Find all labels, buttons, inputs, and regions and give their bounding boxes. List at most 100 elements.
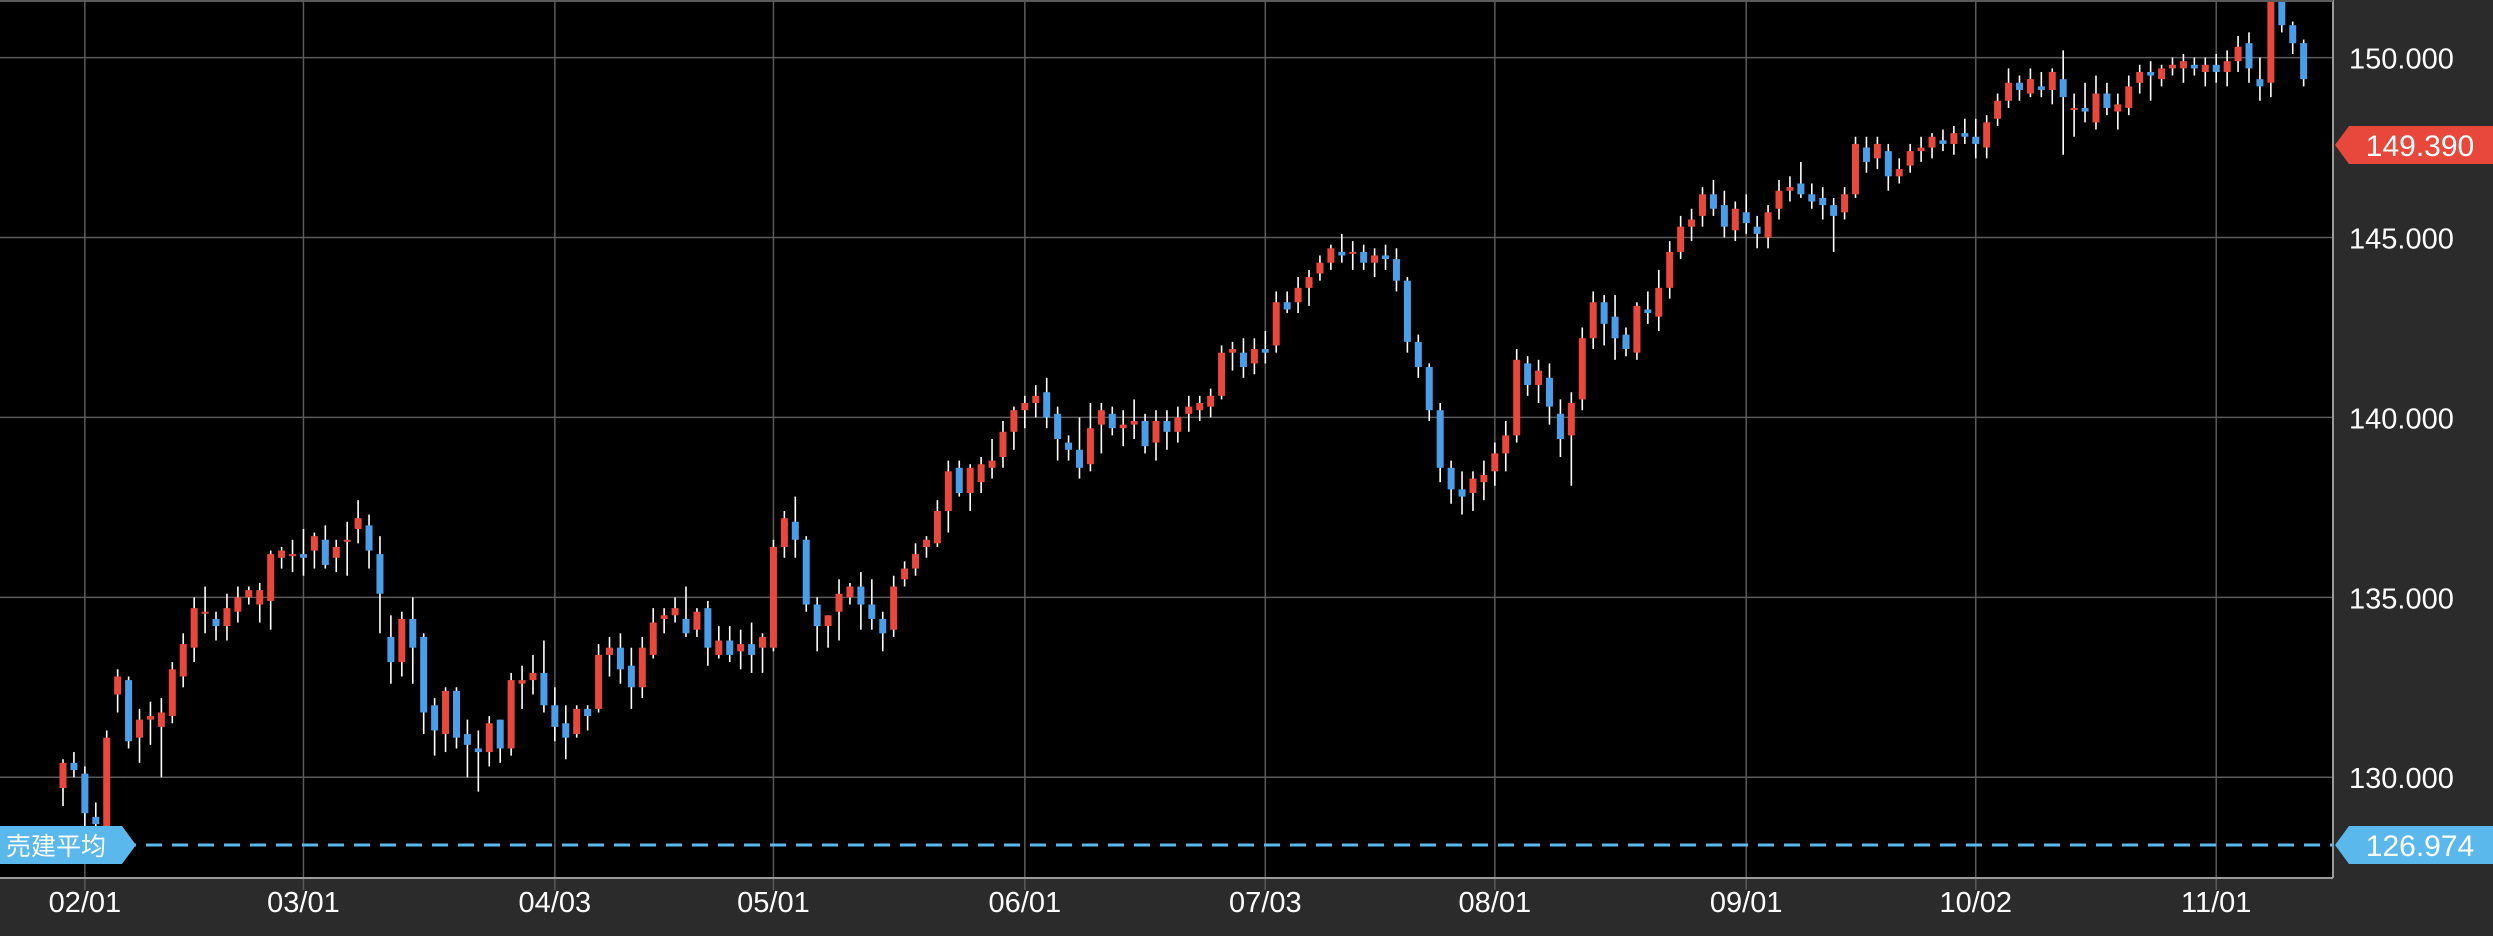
candle xyxy=(409,597,417,684)
candle xyxy=(988,439,996,479)
candle-body xyxy=(1928,136,1936,148)
x-tick-label: 02/01 xyxy=(49,887,122,919)
candle xyxy=(201,586,209,634)
candle-body xyxy=(136,719,144,738)
candle-body xyxy=(2256,79,2264,87)
candle xyxy=(1677,215,1685,260)
candle-body xyxy=(245,590,253,598)
candle-body xyxy=(988,460,996,468)
x-tick-label: 05/01 xyxy=(737,887,810,919)
candle xyxy=(1578,327,1586,411)
candle-body xyxy=(376,554,384,594)
candle xyxy=(321,525,329,569)
candle xyxy=(944,460,952,533)
candle xyxy=(1524,356,1532,396)
candle xyxy=(2059,50,2067,155)
candle-body xyxy=(2168,64,2176,69)
candle xyxy=(868,579,876,630)
candle-body xyxy=(1764,212,1772,238)
candle-body xyxy=(1294,287,1302,303)
candle-body xyxy=(452,690,460,738)
candle-body xyxy=(780,518,788,547)
candle xyxy=(922,536,930,558)
candle-body xyxy=(1699,194,1706,216)
candle-body xyxy=(868,604,876,619)
candle xyxy=(1392,248,1400,292)
candle-body xyxy=(1382,255,1390,260)
candle-body xyxy=(234,597,242,612)
candle xyxy=(595,644,603,713)
candle-body xyxy=(1655,287,1663,317)
candle-body xyxy=(2245,43,2253,69)
candle xyxy=(103,730,111,839)
candle-body xyxy=(551,705,559,727)
candle-body xyxy=(1316,262,1324,274)
candle xyxy=(1021,395,1029,429)
candle xyxy=(1699,187,1706,227)
candle xyxy=(649,608,657,659)
candle xyxy=(431,698,439,756)
candle-body xyxy=(2267,0,2275,83)
candle xyxy=(1010,406,1018,450)
candle xyxy=(1852,136,1860,198)
candle xyxy=(715,626,723,659)
candle xyxy=(2256,57,2264,101)
current-price-value: 149.390 xyxy=(2366,130,2474,163)
candle-body xyxy=(1414,341,1422,368)
candle-body xyxy=(1185,406,1193,414)
candle xyxy=(638,636,646,699)
candle-body xyxy=(2223,61,2231,72)
candle xyxy=(1480,460,1488,501)
candle xyxy=(966,464,974,511)
candle-body xyxy=(1797,183,1805,195)
candle xyxy=(616,633,624,684)
candle xyxy=(2092,75,2100,130)
candle xyxy=(1185,395,1193,432)
candle-body xyxy=(1403,280,1411,342)
candle-body xyxy=(420,636,428,713)
candle xyxy=(157,698,165,778)
candle-body xyxy=(1207,395,1215,407)
candle xyxy=(835,579,843,641)
candle-body xyxy=(638,647,646,688)
candle xyxy=(551,687,559,742)
candle-body xyxy=(879,618,887,634)
candle xyxy=(289,539,297,573)
candle xyxy=(1797,161,1805,198)
candle xyxy=(1250,338,1258,375)
candle xyxy=(1567,392,1575,486)
candle-body xyxy=(1535,370,1543,386)
candle xyxy=(1513,349,1521,443)
candle xyxy=(1032,385,1040,418)
candle-body xyxy=(1841,194,1849,213)
candle xyxy=(267,550,275,630)
candle xyxy=(1742,194,1750,234)
candle xyxy=(584,705,592,731)
candle-body xyxy=(1819,197,1827,206)
candle xyxy=(1239,338,1247,378)
candle xyxy=(1043,377,1051,429)
candle-body xyxy=(179,644,187,677)
candle xyxy=(463,719,471,778)
candle-body xyxy=(1950,133,1958,144)
candle-body xyxy=(933,510,941,544)
candle-body xyxy=(1994,100,2002,119)
candle-body xyxy=(769,546,777,648)
candle xyxy=(682,586,690,637)
candle xyxy=(1939,129,1947,152)
candle xyxy=(1556,399,1564,457)
candle xyxy=(1349,241,1357,270)
candle xyxy=(1283,291,1291,314)
candle-body xyxy=(1163,421,1171,432)
candle-body xyxy=(1480,474,1488,483)
candle-body xyxy=(977,464,985,483)
candle-body xyxy=(737,644,745,652)
candle-body xyxy=(1447,467,1455,490)
candle-body xyxy=(1644,309,1652,314)
candle-body xyxy=(693,611,701,630)
candle-body xyxy=(846,586,854,598)
candle-body xyxy=(267,554,275,601)
candle-body xyxy=(1283,302,1291,310)
y-tick-label: 130.000 xyxy=(2349,763,2454,795)
candle xyxy=(2289,21,2297,54)
